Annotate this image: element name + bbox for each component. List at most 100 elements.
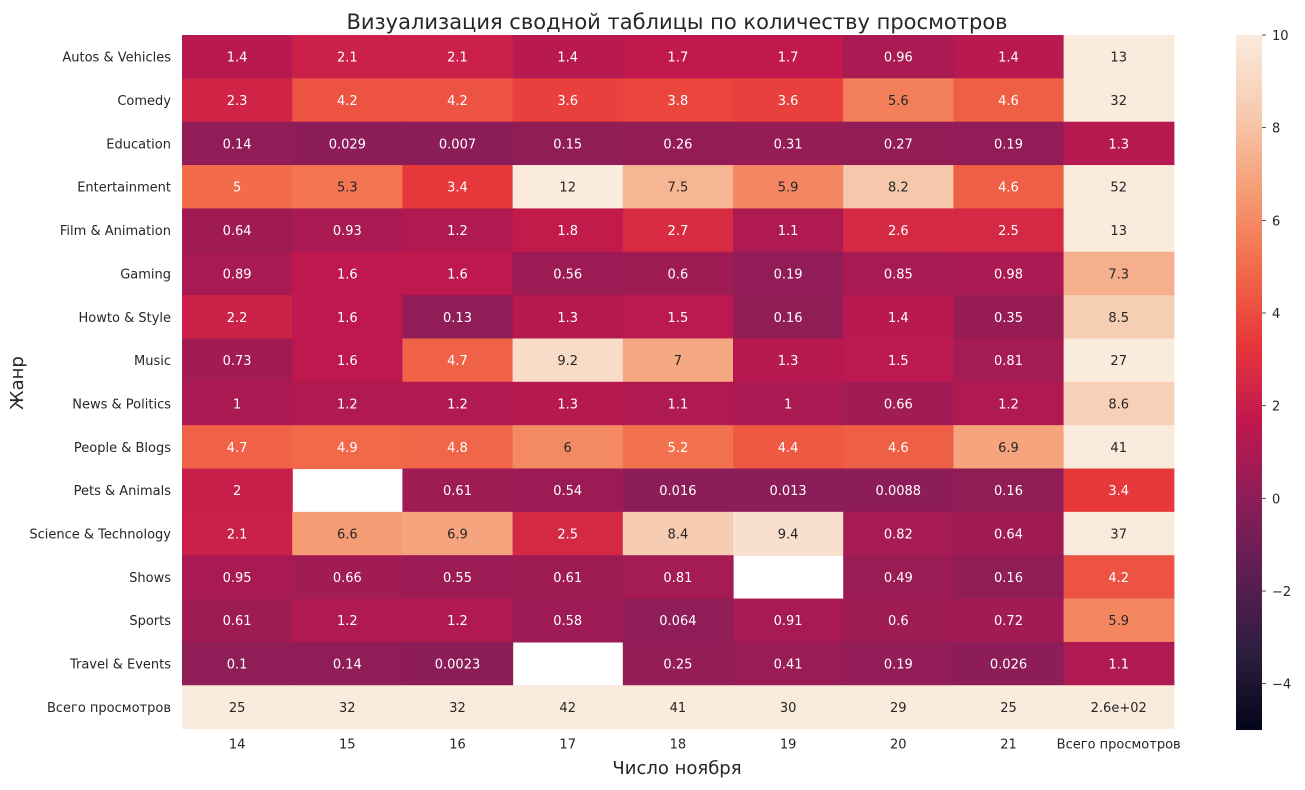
x-axis-label: Число ноября [612,758,741,779]
heatmap-cell [1063,685,1175,730]
cell-value-label: 1.3 [1108,137,1129,152]
cell-value-label: 1.2 [447,224,468,239]
heatmap-cell [953,208,1065,253]
heatmap-cell [182,685,293,730]
heatmap-cell [733,295,844,340]
heatmap-cell [1063,165,1175,209]
cell-value-label: 3.4 [1108,484,1129,499]
x-tick-label: 20 [890,738,907,753]
heatmap-cell [1063,511,1175,556]
cell-value-label: 1.6 [337,354,358,369]
cell-value-label: 4.7 [227,441,248,456]
cell-value-label: 8.4 [668,528,689,543]
heatmap-cell [1063,251,1175,296]
cell-value-label: 5 [233,181,241,196]
cell-value-label: 0.54 [553,484,582,499]
cell-value-label: 2.6 [888,224,909,239]
heatmap-cell [953,381,1065,426]
heatmap-cell [953,425,1065,470]
heatmap-cell [512,425,624,470]
heatmap-cell [953,338,1065,383]
heatmap-cell [512,121,624,166]
cell-value-label: 0.58 [553,614,582,629]
cell-value-label: 1.3 [557,311,578,326]
cell-value-label: 5.9 [1108,614,1129,629]
heatmap-cell [843,555,954,600]
heatmap-cell [292,685,403,730]
colorbar-tick-label: −2 [1272,585,1291,600]
heatmap-cell [733,641,844,686]
x-tick-label: 14 [229,738,246,753]
y-tick-label: Education [106,137,171,152]
heatmap-cell [292,425,403,470]
cell-value-label: 7 [674,354,682,369]
heatmap-cell [182,35,293,79]
cell-value-label: 0.56 [553,267,582,282]
cell-value-label: 0.91 [774,614,803,629]
heatmap-cell [733,251,844,296]
heatmap-cell [402,685,514,730]
heatmap-cell [953,295,1065,340]
cell-value-label: 52 [1110,181,1127,196]
cell-value-label: 0.66 [884,397,913,412]
cell-value-label: 1.1 [778,224,799,239]
heatmap-cell [402,511,514,556]
cell-value-label: 32 [1110,94,1127,109]
heatmap-cell [402,35,514,79]
cell-value-label: 0.81 [663,571,692,586]
cell-value-label: 5.2 [668,441,689,456]
cell-value-label: 1.6 [337,311,358,326]
cell-value-label: 4.2 [447,94,468,109]
colorbar-tick-label: −4 [1272,678,1291,693]
cell-value-label: 0.007 [439,137,476,152]
heatmap-cell [402,208,514,253]
y-tick-label: Film & Animation [60,224,171,239]
heatmap-cell [512,338,624,383]
y-tick-label: Autos & Vehicles [62,51,171,66]
colorbar-tick-label: 8 [1272,122,1280,137]
heatmap-cell [622,598,734,643]
y-tick-label: Entertainment [77,181,171,196]
cell-value-label: 3.8 [668,94,689,109]
cell-value-label: 1.4 [557,51,578,66]
cell-value-label: 5.6 [888,94,909,109]
heatmap-cell [953,78,1065,123]
heatmap-cell [1063,208,1175,253]
heatmap-cell [1063,78,1175,123]
cell-value-label: 12 [559,181,576,196]
x-tick-label: 17 [559,738,576,753]
cell-value-label: 1.3 [778,354,799,369]
heatmap-cell [292,295,403,340]
heatmap-cell [182,511,293,556]
heatmap-cell [292,381,403,426]
cell-value-label: 1.6 [337,267,358,282]
cell-value-label: 4.6 [998,94,1019,109]
heatmap-cell [843,598,954,643]
heatmap-cell [953,35,1065,79]
heatmap-cell [182,555,293,600]
x-tick-label: 21 [1000,738,1017,753]
heatmap-cell [622,425,734,470]
cell-value-label: 0.0023 [435,658,481,673]
cell-value-label: 6.9 [447,528,468,543]
cell-value-label: 29 [890,701,907,716]
y-tick-label: Science & Technology [29,528,171,543]
x-tick-label: 16 [449,738,466,753]
cell-value-label: 0.64 [223,224,252,239]
cell-value-label: 1.4 [888,311,909,326]
colorbar: 10 8 6 4 2 0 −2 −4 [1236,29,1291,730]
y-tick-label: Gaming [120,267,171,282]
cell-value-label: 4.6 [888,441,909,456]
cell-value-label: 1.5 [888,354,909,369]
cell-value-label: 1.2 [447,614,468,629]
cell-value-label: 1.2 [337,397,358,412]
heatmap-cell [182,165,293,209]
cell-value-label: 0.66 [333,571,362,586]
heatmap-cell [843,208,954,253]
heatmap-cell [292,251,403,296]
cell-value-label: 0.61 [553,571,582,586]
cell-value-label: 13 [1110,224,1127,239]
cell-value-label: 0.55 [443,571,472,586]
cell-value-label: 2 [233,484,241,499]
heatmap-cell [622,295,734,340]
